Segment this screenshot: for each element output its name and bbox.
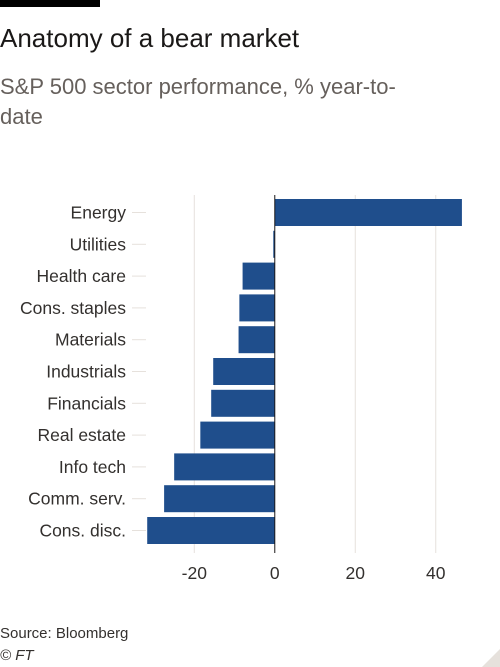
x-tick-label: 20 [346, 563, 366, 583]
category-label: Materials [55, 330, 126, 350]
category-label: Cons. disc. [39, 521, 126, 541]
chart-title: Anatomy of a bear market [0, 23, 300, 53]
category-label: Info tech [59, 457, 126, 477]
x-tick-label: 0 [270, 563, 280, 583]
bar [147, 517, 275, 544]
x-tick-label: -20 [182, 563, 208, 583]
source-note: Source: Bloomberg [0, 625, 129, 642]
corner-fold-mark [482, 649, 500, 667]
bar [200, 421, 275, 449]
chart-subtitle: S&P 500 sector performance, % year-to-da… [0, 74, 396, 129]
top-rule [0, 0, 100, 7]
bar [211, 389, 275, 417]
category-label: Energy [71, 203, 127, 223]
bar [239, 294, 275, 322]
bar-chart: Energy Utilities Health care Cons. staples M… [20, 195, 462, 583]
category-label: Cons. staples [20, 298, 126, 318]
bar [238, 326, 275, 354]
bar [242, 262, 275, 290]
category-label: Comm. serv. [28, 489, 126, 509]
category-label: Industrials [46, 362, 126, 382]
bar [274, 199, 462, 226]
ft-credit: © FT [0, 647, 34, 664]
bar [174, 453, 275, 481]
category-label: Financials [47, 393, 126, 413]
bar [213, 358, 275, 385]
category-label: Utilities [70, 234, 127, 254]
bar [273, 230, 275, 258]
bar [164, 485, 275, 513]
x-tick-label: 40 [426, 563, 446, 583]
category-label: Real estate [37, 425, 126, 445]
category-label: Health care [37, 266, 127, 286]
